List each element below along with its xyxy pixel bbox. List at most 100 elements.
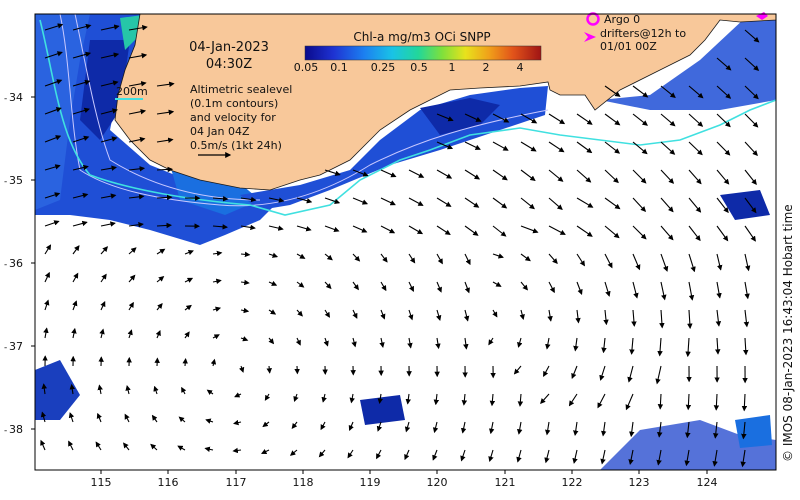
velocity-arrow (601, 337, 607, 354)
velocity-arrow (289, 449, 298, 456)
velocity-arrow (573, 337, 579, 352)
velocity-arrow (128, 222, 144, 228)
velocity-arrow (324, 253, 333, 261)
velocity-arrow (685, 393, 692, 411)
velocity-arrow (660, 281, 667, 301)
velocity-arrow (548, 281, 555, 294)
velocity-arrow (404, 421, 411, 433)
velocity-arrow (604, 197, 621, 210)
velocity-arrow (100, 221, 116, 227)
svg-text:Altimetric sealevel: Altimetric sealevel (190, 83, 292, 96)
map-time: 04:30Z (206, 57, 252, 72)
velocity-arrow (124, 413, 130, 423)
velocity-arrow (629, 421, 635, 438)
velocity-arrow (716, 113, 731, 128)
velocity-arrow (156, 166, 174, 173)
svg-text:116: 116 (158, 476, 179, 489)
velocity-arrow (660, 85, 676, 98)
velocity-arrow (716, 141, 731, 156)
velocity-arrow (716, 57, 732, 71)
velocity-arrow (128, 108, 147, 115)
velocity-arrow (685, 421, 691, 439)
chlorophyll-layer (35, 14, 776, 470)
velocity-arrow (205, 418, 214, 424)
velocity-arrow (631, 309, 637, 327)
colorbar-tick: 0.05 (294, 61, 319, 74)
velocity-arrow (744, 281, 750, 300)
velocity-arrow (44, 271, 50, 283)
velocity-arrow (232, 447, 242, 454)
velocity-arrow (268, 337, 275, 345)
velocity-arrow (128, 25, 148, 31)
svg-text:35: 35 (9, 174, 23, 187)
latitude-axis: 34 35 36 37 38 - - - - - (4, 91, 35, 436)
svg-text:04 Jan 04Z: 04 Jan 04Z (190, 125, 250, 138)
velocity-arrow (72, 135, 90, 143)
velocity-arrow (548, 253, 558, 265)
argo-drifter-legend: Argo 0 drifters@12h to 01/01 00Z (600, 13, 686, 53)
velocity-arrow (632, 169, 647, 184)
velocity-arrow (464, 169, 481, 180)
velocity-arrow (517, 337, 523, 348)
velocity-arrow (320, 421, 326, 431)
velocity-arrow (380, 225, 396, 234)
colorbar-tick: 0.25 (371, 61, 396, 74)
velocity-arrow (604, 225, 620, 239)
svg-text:drifters@12h to: drifters@12h to (600, 27, 686, 40)
velocity-arrow (234, 392, 242, 398)
velocity-arrow (688, 113, 704, 127)
velocity-arrow (660, 197, 674, 213)
velocity-arrow (44, 23, 64, 31)
velocity-arrow (404, 449, 410, 461)
velocity-arrow (659, 309, 665, 329)
velocity-arrow (380, 169, 397, 178)
svg-text:Argo 0: Argo 0 (604, 13, 640, 26)
velocity-arrow (177, 445, 186, 451)
velocity-arrow (432, 421, 439, 434)
velocity-arrow (519, 309, 525, 320)
velocity-arrow (212, 250, 223, 257)
velocity-arrow (182, 358, 188, 367)
velocity-arrow (72, 51, 92, 59)
velocity-arrow (488, 337, 494, 346)
velocity-arrow (123, 442, 130, 451)
velocity-arrow (657, 393, 664, 410)
velocity-arrow (599, 365, 606, 381)
velocity-arrow (44, 135, 62, 143)
svg-text:37: 37 (9, 340, 23, 353)
velocity-arrow (742, 337, 749, 356)
velocity-arrow (489, 393, 496, 407)
chl-colorbar: Chl-a mg/m3 OCi SNPP 0.05 0.1 0.25 0.5 1… (294, 30, 542, 74)
velocity-arrow (72, 23, 92, 31)
velocity-arrow (128, 274, 136, 283)
velocity-arrow (181, 386, 187, 395)
velocity-arrow (296, 281, 305, 288)
velocity-arrow (604, 141, 621, 154)
velocity-arrow (436, 141, 454, 150)
velocity-arrow (348, 421, 354, 432)
velocity-arrow (492, 197, 508, 209)
velocity-arrow (548, 113, 566, 125)
velocity-arrow (44, 299, 50, 311)
velocity-arrow (597, 393, 606, 409)
velocity-arrow (128, 301, 134, 311)
velocity-arrow (712, 449, 718, 467)
velocity-arrow (100, 193, 117, 199)
velocity-arrow (380, 253, 388, 263)
velocity-arrow (296, 309, 303, 317)
colorbar-tick: 4 (517, 61, 524, 74)
velocity-arrow (744, 197, 757, 214)
velocity-arrow (660, 169, 675, 184)
velocity-arrow (740, 449, 746, 468)
velocity-arrow (40, 439, 46, 451)
velocity-arrow (100, 52, 120, 59)
velocity-arrow (97, 384, 103, 395)
velocity-arrow (715, 309, 722, 327)
colorbar-tick: 0.1 (330, 61, 348, 74)
velocity-arrow (407, 337, 413, 349)
velocity-arrow (488, 421, 495, 435)
velocity-arrow (545, 337, 551, 350)
velocity-arrow (464, 197, 480, 208)
velocity-arrow (408, 225, 424, 235)
altimetry-legend: Altimetric sealevel (0.1m contours) and … (190, 83, 292, 158)
